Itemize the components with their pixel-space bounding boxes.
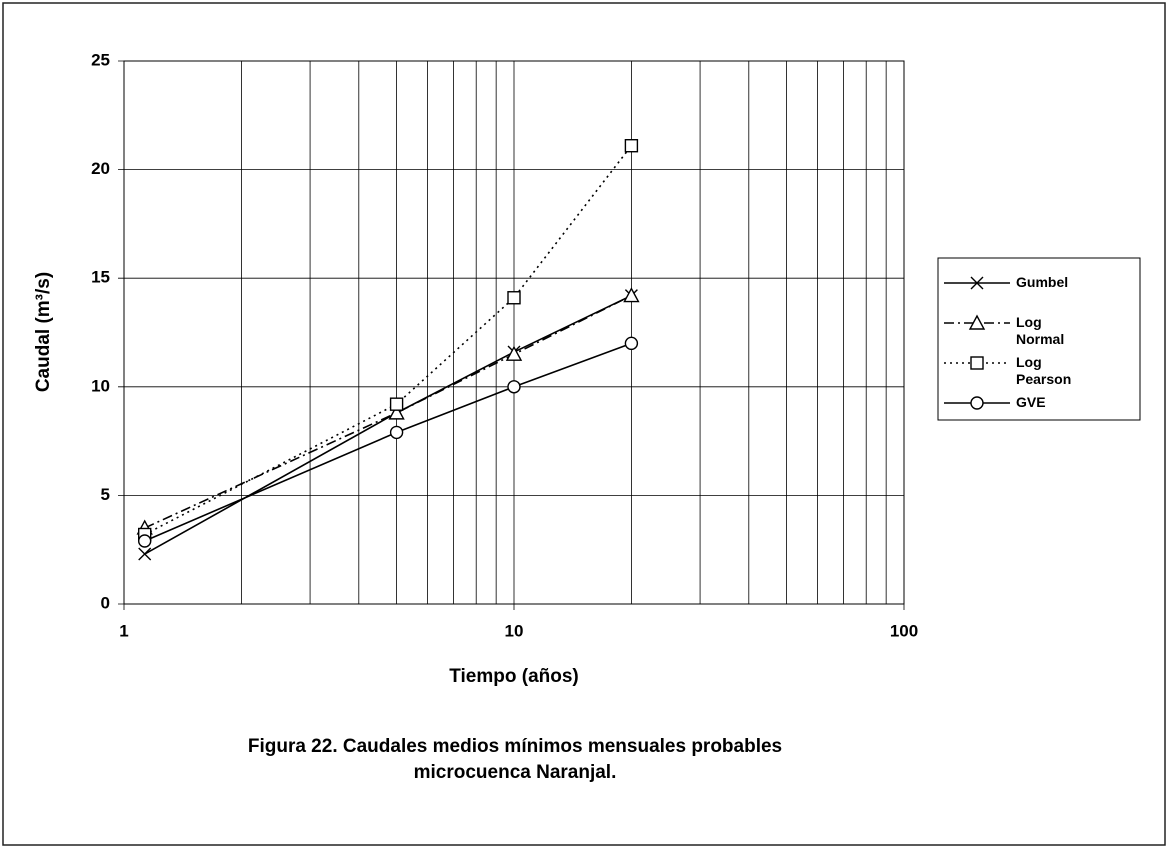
legend-label: Log Normal (1016, 314, 1065, 347)
marker (507, 291, 521, 305)
caption: microcuenca Naranjal. (413, 762, 617, 783)
y-tick-label: 20 (91, 159, 110, 178)
marker (624, 139, 639, 153)
marker (505, 345, 523, 361)
x-tick-label: 10 (505, 621, 524, 640)
x-tick-label: 1 (119, 621, 128, 640)
y-tick-label: 5 (101, 485, 110, 504)
marker (623, 287, 640, 303)
series-line (144, 294, 632, 555)
y-tick-label: 0 (101, 593, 110, 612)
y-tick-label: 10 (91, 376, 110, 395)
series-line (144, 294, 632, 529)
legend-label: Gumbel (1016, 274, 1069, 290)
caption: Figura 22. Caudales medios mínimos mensu… (247, 736, 783, 757)
marker (389, 397, 404, 411)
y-axis-label: Caudal (m³/s) (33, 272, 54, 392)
marker (970, 276, 984, 290)
marker (624, 336, 639, 351)
x-axis-label: Tiempo (años) (449, 666, 579, 687)
marker (970, 356, 984, 370)
legend-label: Log Pearson (1016, 354, 1072, 387)
y-tick-label: 25 (91, 50, 110, 69)
series-line (144, 342, 632, 542)
marker (970, 396, 984, 410)
legend-label: GVE (1016, 394, 1046, 410)
marker (507, 380, 521, 394)
marker (388, 404, 405, 420)
marker (389, 425, 404, 440)
y-tick-label: 15 (91, 268, 110, 287)
marker (138, 547, 152, 561)
legend-box (937, 257, 1141, 421)
marker (138, 534, 152, 548)
marker (968, 314, 986, 330)
x-tick-label: 100 (890, 621, 918, 640)
